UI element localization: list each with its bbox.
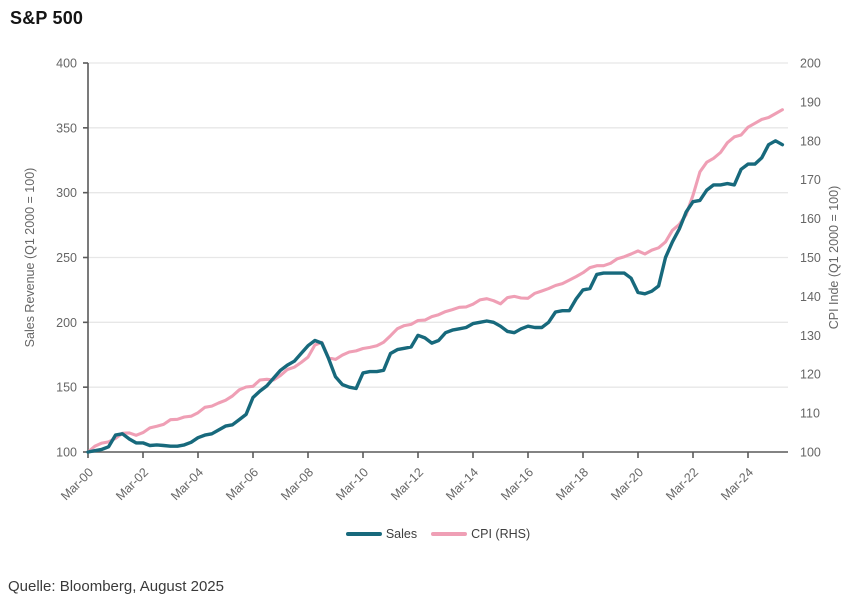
- chart-canvas: 100 150 200 250 300 350 400 100 110 120 130 140 150 1…: [23, 57, 841, 504]
- x-axis-tick-label: Mar-02: [113, 465, 151, 503]
- x-axis-tick-label: Mar-20: [608, 465, 646, 503]
- left-axis-tick-label: 300: [56, 186, 77, 200]
- right-axis-title: CPI Inde (Q1 2000 = 100): [827, 186, 841, 330]
- x-axis-tick-label: Mar-08: [278, 465, 316, 503]
- legend-label-cpi: CPI (RHS): [471, 527, 531, 541]
- sales-line: [86, 139, 785, 454]
- legend-item-cpi: CPI (RHS): [431, 527, 530, 541]
- x-axis-tick-label: Mar-10: [333, 465, 371, 503]
- right-axis-tick-label: 160: [800, 212, 821, 226]
- right-axis-tick-label: 110: [800, 407, 820, 421]
- x-axis-tick-label: Mar-14: [443, 465, 481, 503]
- right-axis-tick-label: 150: [800, 251, 821, 265]
- chart-legend: Sales CPI (RHS): [88, 527, 788, 541]
- legend-label-sales: Sales: [385, 527, 418, 541]
- x-axis-tick-label: Mar-06: [223, 465, 261, 503]
- left-axis-tick-label: 250: [56, 251, 77, 265]
- right-axis-tick-label: 100: [800, 446, 821, 460]
- right-axis-tick-label: 190: [800, 95, 821, 109]
- left-axis-tick-label: 150: [56, 381, 77, 395]
- x-axis-tick-label: Mar-00: [58, 465, 96, 503]
- left-axis-tick-label: 200: [56, 316, 77, 330]
- right-axis-tick-label: 200: [800, 57, 821, 71]
- x-axis-tick-label: Mar-16: [498, 465, 536, 503]
- left-axis-tick-label: 100: [56, 446, 77, 460]
- source-note: Quelle: Bloomberg, August 2025: [8, 578, 224, 595]
- cpi-line: [86, 108, 784, 454]
- right-axis-tick-label: 170: [800, 173, 821, 187]
- right-axis-tick-label: 120: [800, 368, 821, 382]
- x-axis-tick-label: Mar-24: [718, 465, 756, 503]
- legend-item-sales: Sales: [345, 527, 418, 541]
- page-title: S&P 500: [10, 8, 84, 28]
- x-axis-tick-label: Mar-12: [388, 465, 426, 503]
- sales-line-swatch: [345, 532, 382, 536]
- right-axis-tick-label: 130: [800, 329, 821, 343]
- right-axis-tick-label: 140: [800, 290, 821, 304]
- left-axis-tick-label: 350: [56, 121, 77, 135]
- cpi-line-swatch: [431, 532, 468, 536]
- right-axis-tick-label: 180: [800, 134, 821, 148]
- left-axis-title: Sales Revenue (Q1 2000 = 100): [23, 168, 37, 348]
- left-axis-tick-label: 400: [56, 57, 77, 71]
- x-axis-tick-label: Mar-04: [168, 465, 206, 503]
- x-axis-tick-label: Mar-18: [553, 465, 591, 503]
- x-axis-tick-label: Mar-22: [663, 465, 701, 503]
